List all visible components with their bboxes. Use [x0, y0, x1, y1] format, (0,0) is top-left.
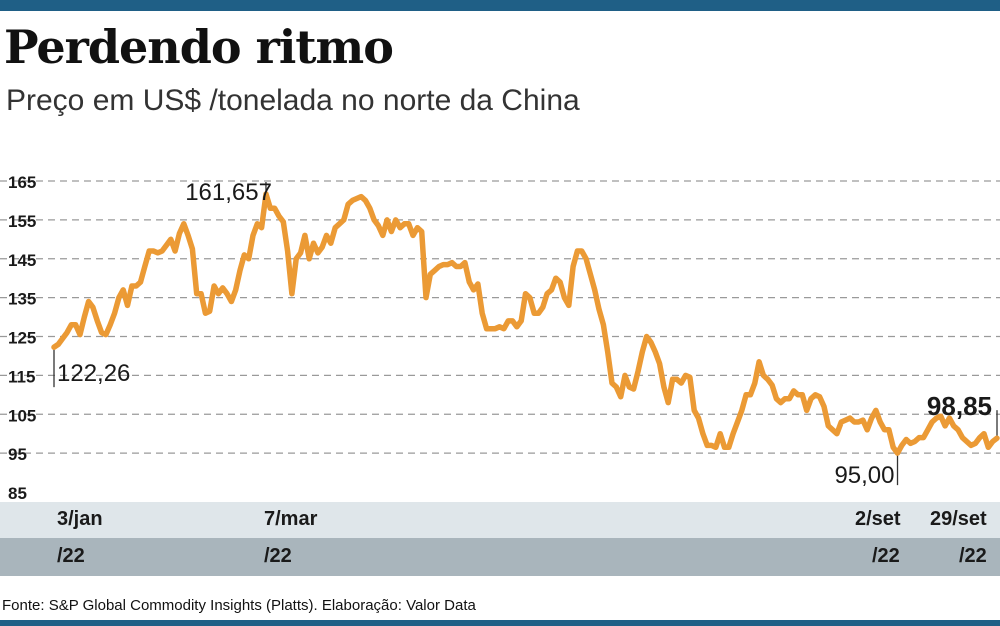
x-label-sep29: 29/set — [930, 508, 987, 530]
y-axis-ticks: 85 95 105 115 125 135 145 155 165 — [8, 173, 36, 503]
y-tick-135: 135 — [8, 290, 36, 309]
label-start: 122,26 — [57, 360, 130, 387]
chart-title: Perdendo ritmo — [4, 20, 394, 74]
x-label-jan: 3/jan — [57, 508, 103, 530]
x-label-sep2: 2/set — [855, 508, 901, 530]
bottom-accent-bar — [0, 620, 1000, 626]
chart-subtitle: Preço em US$ /tonelada no norte da China — [6, 84, 580, 117]
x-axis-row-years — [0, 538, 1000, 576]
x-label-sep29-year: /22 — [959, 545, 987, 567]
x-axis-row-dates — [0, 502, 1000, 538]
annotations: 122,26 161,657 95,00 98,85 — [57, 179, 992, 489]
label-low: 95,00 — [834, 462, 894, 489]
annotation-markers — [53, 181, 998, 486]
y-tick-105: 105 — [8, 406, 36, 425]
series-line — [51, 191, 1000, 456]
source-note: Fonte: S&P Global Commodity Insights (Pl… — [2, 597, 476, 614]
y-tick-95: 95 — [8, 445, 27, 464]
y-tick-145: 145 — [8, 251, 36, 270]
top-accent-bar — [0, 0, 1000, 11]
label-peak: 161,657 — [185, 179, 272, 206]
grid-lines — [0, 180, 1000, 454]
x-label-mar: 7/mar — [264, 508, 318, 530]
y-tick-115: 115 — [8, 367, 35, 386]
x-label-sep2-year: /22 — [872, 545, 900, 567]
y-tick-85: 85 — [8, 484, 27, 503]
y-tick-125: 125 — [8, 329, 36, 348]
x-label-mar-year: /22 — [264, 545, 292, 567]
x-label-jan-year: /22 — [57, 545, 85, 567]
series-layer — [51, 191, 1000, 456]
y-tick-165: 165 — [8, 173, 36, 192]
label-last: 98,85 — [927, 391, 992, 421]
y-tick-155: 155 — [8, 212, 36, 231]
